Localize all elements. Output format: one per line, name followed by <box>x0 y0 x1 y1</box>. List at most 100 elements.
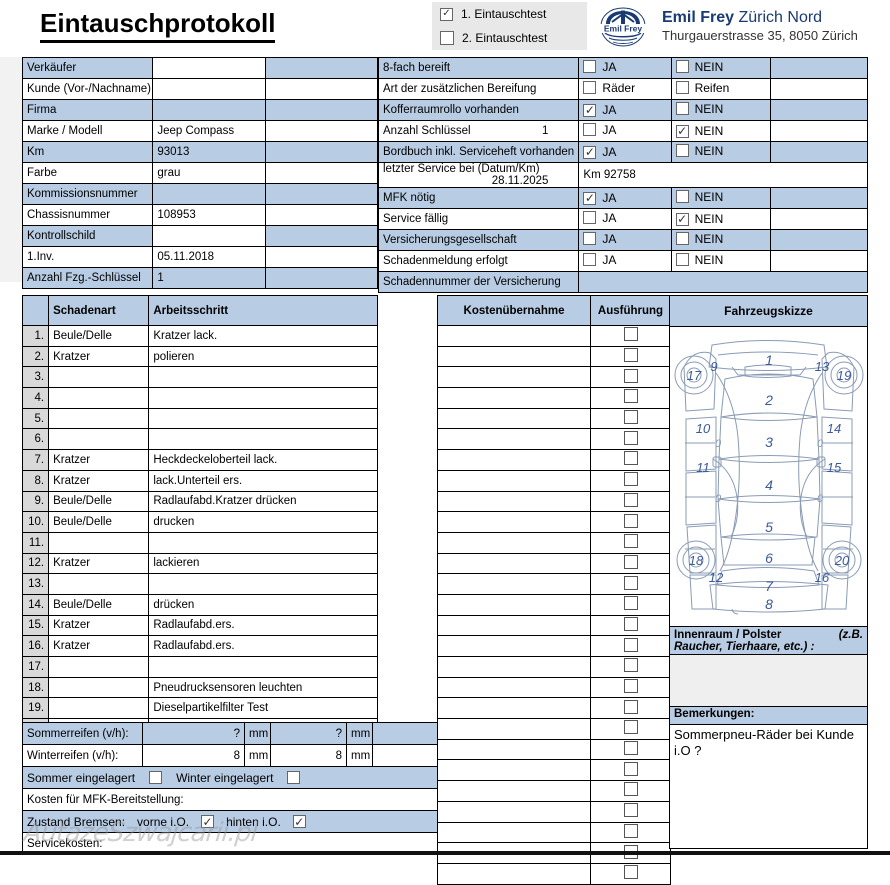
damage-row-step[interactable]: Pneudrucksensoren leuchten <box>148 676 378 699</box>
damage-row-type[interactable] <box>48 387 150 409</box>
exec-checkbox[interactable] <box>623 368 638 383</box>
equipment-option-1[interactable]: JA <box>578 57 672 79</box>
damage-row-type[interactable] <box>48 407 150 430</box>
exec-cell[interactable] <box>590 676 671 699</box>
cost-cell[interactable] <box>437 697 591 720</box>
cost-cell[interactable] <box>437 511 591 533</box>
exec-checkbox[interactable] <box>623 720 638 735</box>
exec-checkbox[interactable] <box>623 327 638 342</box>
exec-checkbox[interactable] <box>623 803 638 818</box>
damage-row-type[interactable]: Beule/Delle <box>48 325 150 347</box>
mfk-cost-label[interactable]: Kosten für MFK-Bereitstellung: <box>22 788 443 811</box>
equipment-option-2-checkbox[interactable] <box>675 144 689 158</box>
equipment-option-2[interactable]: NEIN <box>670 141 771 163</box>
vehicle-info-value[interactable] <box>152 99 266 121</box>
equipment-option-1-checkbox[interactable] <box>583 81 597 95</box>
cost-cell[interactable] <box>437 573 591 595</box>
damage-row-step[interactable] <box>148 531 378 554</box>
winter-tire-rear-value[interactable]: 8 <box>270 744 347 767</box>
equipment-option-1-checkbox[interactable]: ✓ <box>583 103 597 117</box>
exec-cell[interactable] <box>590 821 671 844</box>
equipment-option-2[interactable]: Reifen <box>670 78 771 100</box>
exec-cell[interactable] <box>590 800 671 823</box>
vehicle-info-value-ext[interactable] <box>264 99 379 121</box>
exec-cell[interactable] <box>590 325 671 347</box>
damage-row-type[interactable] <box>48 676 150 699</box>
vehicle-info-value[interactable]: 108953 <box>152 204 266 226</box>
interior-value[interactable] <box>669 655 868 707</box>
vehicle-info-value-ext[interactable] <box>264 204 379 226</box>
equipment-option-1[interactable]: ✓ JA <box>578 187 672 209</box>
damage-row-step[interactable] <box>148 428 378 451</box>
summer-tire-rear-value[interactable]: ? <box>270 722 347 745</box>
cost-cell[interactable] <box>437 449 591 471</box>
vehicle-info-value[interactable] <box>152 78 266 100</box>
damage-row-type[interactable] <box>48 366 150 389</box>
exec-cell[interactable] <box>590 490 671 513</box>
vehicle-info-value-ext[interactable] <box>264 267 379 289</box>
cost-cell[interactable] <box>437 387 591 409</box>
equipment-option-2-checkbox[interactable] <box>675 190 689 204</box>
exec-checkbox[interactable] <box>623 410 638 425</box>
damage-row-step[interactable]: Radlaufabd.Kratzer drücken <box>148 490 378 513</box>
exec-checkbox[interactable] <box>623 616 638 631</box>
cost-cell[interactable] <box>437 428 591 451</box>
damage-row-step[interactable]: Radlaufabd.ers. <box>148 614 378 637</box>
damage-row-type[interactable]: Kratzer <box>48 469 150 492</box>
vehicle-info-value[interactable]: 93013 <box>152 141 266 163</box>
exec-cell[interactable] <box>590 366 671 389</box>
equipment-option-2-checkbox[interactable]: ✓ <box>675 124 689 138</box>
exec-checkbox[interactable] <box>623 492 638 507</box>
exec-cell[interactable] <box>590 780 671 802</box>
damage-row-type[interactable]: Beule/Delle <box>48 511 150 533</box>
exec-checkbox[interactable] <box>623 451 638 466</box>
equipment-option-2[interactable]: ✓ NEIN <box>670 120 771 142</box>
equipment-option-2-checkbox[interactable] <box>675 232 689 246</box>
damage-row-step[interactable]: Radlaufabd.ers. <box>148 635 378 657</box>
cost-cell[interactable] <box>437 325 591 347</box>
vehicle-info-value[interactable] <box>152 183 266 205</box>
exec-cell[interactable] <box>590 511 671 533</box>
exec-cell[interactable] <box>590 759 671 782</box>
damage-row-step[interactable] <box>148 366 378 389</box>
equipment-option-1-checkbox[interactable] <box>583 253 597 267</box>
brakes-front-checkbox[interactable]: ✓ <box>201 814 215 829</box>
cost-cell[interactable] <box>437 531 591 554</box>
damage-row-step[interactable]: drücken <box>148 593 378 616</box>
damage-row-step[interactable]: Kratzer lack. <box>148 325 378 347</box>
cost-cell[interactable] <box>437 862 591 885</box>
winter-stored-checkbox[interactable] <box>287 771 301 784</box>
cost-cell[interactable] <box>437 345 591 368</box>
equipment-option-1-checkbox[interactable] <box>583 211 597 225</box>
equipment-option-1[interactable]: Räder <box>578 78 672 100</box>
cost-cell[interactable] <box>437 614 591 637</box>
exec-checkbox[interactable] <box>623 513 638 528</box>
exec-checkbox[interactable] <box>623 741 638 756</box>
equipment-option-1[interactable]: JA <box>578 120 672 142</box>
exec-checkbox[interactable] <box>623 348 638 363</box>
exec-checkbox[interactable] <box>623 699 638 714</box>
equipment-option-1[interactable]: JA <box>578 229 672 251</box>
cost-cell[interactable] <box>437 759 591 782</box>
vehicle-sketch[interactable]: 1 2 3 4 5 6 7 8 9 10 11 12 13 14 15 16 1 <box>669 326 868 627</box>
damage-row-step[interactable]: polieren <box>148 345 378 368</box>
damage-row-step[interactable]: lack.Unterteil ers. <box>148 469 378 492</box>
eintauschtest-row-2[interactable]: 2. Eintauschtest <box>432 26 587 50</box>
cost-cell[interactable] <box>437 635 591 657</box>
cost-cell[interactable] <box>437 718 591 740</box>
exec-checkbox[interactable] <box>623 389 638 404</box>
brakes-rear-checkbox[interactable]: ✓ <box>292 814 306 829</box>
exec-cell[interactable] <box>590 635 671 657</box>
damage-row-step[interactable]: Heckdeckeloberteil lack. <box>148 449 378 471</box>
exec-cell[interactable] <box>590 469 671 492</box>
equipment-empty-value[interactable] <box>578 271 868 293</box>
damage-row-step[interactable] <box>148 407 378 430</box>
equipment-option-2[interactable]: NEIN <box>670 187 771 209</box>
damage-row-step[interactable] <box>148 387 378 409</box>
damage-row-step[interactable] <box>148 573 378 595</box>
damage-row-type[interactable]: Kratzer <box>48 614 150 637</box>
vehicle-info-value[interactable]: 05.11.2018 <box>152 246 266 268</box>
equipment-option-2[interactable]: NEIN <box>670 57 771 79</box>
vehicle-info-value-ext[interactable] <box>264 183 379 205</box>
exec-checkbox[interactable] <box>623 865 638 880</box>
